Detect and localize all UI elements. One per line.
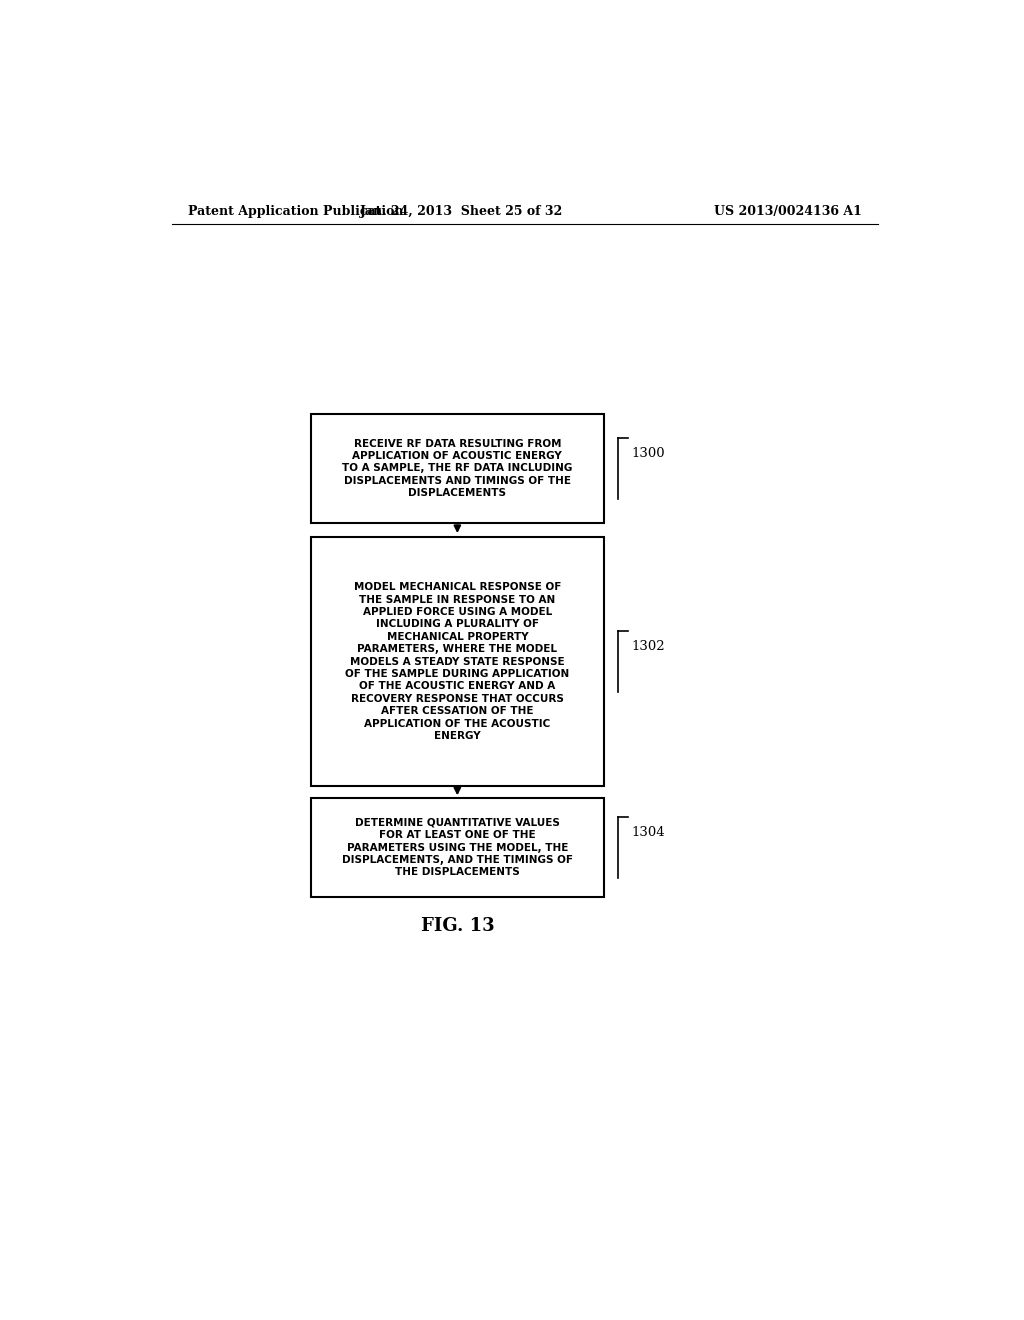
- Text: FIG. 13: FIG. 13: [421, 917, 495, 935]
- FancyBboxPatch shape: [310, 799, 604, 896]
- Text: MODEL MECHANICAL RESPONSE OF
THE SAMPLE IN RESPONSE TO AN
APPLIED FORCE USING A : MODEL MECHANICAL RESPONSE OF THE SAMPLE …: [345, 582, 569, 741]
- Text: 1304: 1304: [632, 826, 666, 838]
- Text: 1300: 1300: [632, 446, 666, 459]
- Text: 1302: 1302: [632, 640, 666, 653]
- Text: Jan. 24, 2013  Sheet 25 of 32: Jan. 24, 2013 Sheet 25 of 32: [359, 205, 563, 218]
- FancyBboxPatch shape: [310, 414, 604, 523]
- Text: US 2013/0024136 A1: US 2013/0024136 A1: [714, 205, 862, 218]
- Text: RECEIVE RF DATA RESULTING FROM
APPLICATION OF ACOUSTIC ENERGY
TO A SAMPLE, THE R: RECEIVE RF DATA RESULTING FROM APPLICATI…: [342, 438, 572, 498]
- Text: Patent Application Publication: Patent Application Publication: [187, 205, 403, 218]
- Text: DETERMINE QUANTITATIVE VALUES
FOR AT LEAST ONE OF THE
PARAMETERS USING THE MODEL: DETERMINE QUANTITATIVE VALUES FOR AT LEA…: [342, 817, 572, 878]
- FancyBboxPatch shape: [310, 537, 604, 785]
